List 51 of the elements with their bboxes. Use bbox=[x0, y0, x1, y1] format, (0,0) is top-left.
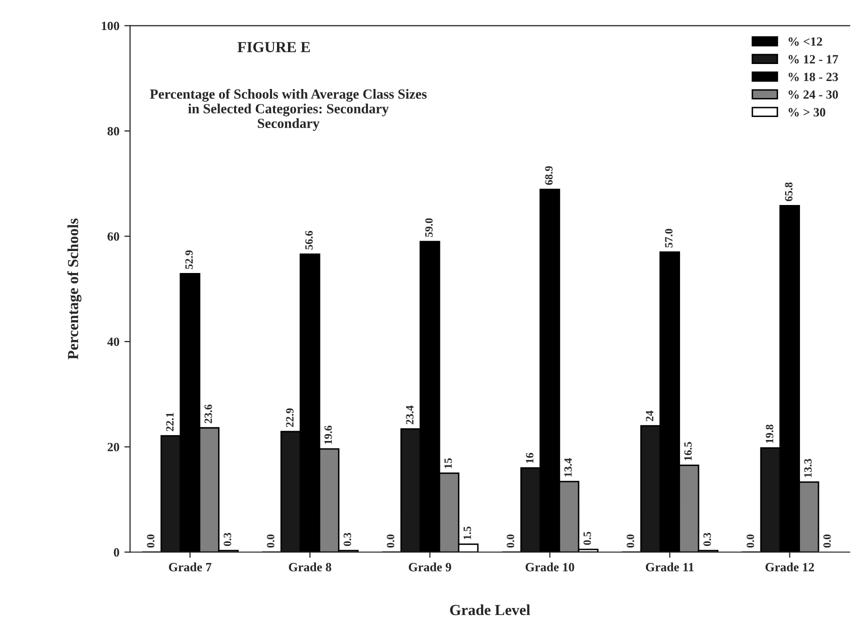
data-label: 0.0 bbox=[746, 534, 754, 548]
data-label: 19.8 bbox=[766, 424, 774, 443]
data-label: 56.6 bbox=[305, 230, 313, 250]
x-tick-label: Grade 9 bbox=[408, 562, 452, 572]
data-label: 23.6 bbox=[204, 404, 212, 424]
text: Percentage of Schools with Average Class Sizes in Selected Categories: Secondary Secondary bbox=[150, 88, 427, 131]
legend-label: % <12 bbox=[788, 37, 822, 46]
data-label: 16.5 bbox=[684, 442, 692, 460]
x-axis-title: Grade Level bbox=[450, 604, 530, 616]
text: FIGURE E bbox=[238, 42, 310, 52]
data-label: 57.0 bbox=[665, 228, 673, 248]
legend-label: % 24 - 30 bbox=[788, 90, 838, 99]
y-tick-label: 20 bbox=[108, 442, 120, 452]
data-label: 0.0 bbox=[266, 534, 274, 548]
data-label: 0.3 bbox=[224, 532, 232, 546]
y-tick-label: 100 bbox=[102, 22, 120, 30]
legend-label: % 18 - 23 bbox=[788, 72, 838, 82]
data-label: 59.0 bbox=[425, 218, 433, 237]
data-label: 0.0 bbox=[823, 534, 831, 548]
x-tick-label: Grade 8 bbox=[288, 562, 332, 572]
data-label: 0.3 bbox=[344, 532, 352, 546]
data-label: 0.0 bbox=[506, 534, 514, 548]
data-label: 0.0 bbox=[386, 534, 394, 548]
data-label: 68.9 bbox=[545, 166, 553, 185]
data-label: 16 bbox=[526, 452, 534, 463]
y-axis-title: Percentage of Schools bbox=[67, 218, 82, 360]
data-label: 1.5 bbox=[464, 526, 472, 540]
data-label: 0.0 bbox=[146, 534, 154, 548]
data-label: 0.0 bbox=[626, 534, 634, 548]
data-label: 22.9 bbox=[286, 408, 294, 427]
legend-label: % 12 - 17 bbox=[788, 55, 838, 64]
data-label: 13.4 bbox=[564, 458, 572, 477]
data-label: 52.9 bbox=[185, 250, 193, 270]
data-label: 0.3 bbox=[703, 532, 711, 546]
x-tick-label: Grade 7 bbox=[168, 562, 212, 572]
y-tick-label: 40 bbox=[107, 338, 120, 346]
data-label: 19.6 bbox=[324, 426, 332, 444]
y-tick-label: 0 bbox=[114, 548, 120, 557]
data-label: 13.3 bbox=[804, 458, 812, 478]
data-label: 65.8 bbox=[784, 182, 793, 202]
data-label: 0.5 bbox=[583, 532, 592, 545]
data-label: 15 bbox=[444, 458, 452, 468]
legend-label: % > 30 bbox=[788, 108, 826, 116]
x-tick-label: Grade 10 bbox=[526, 562, 574, 572]
x-tick-label: Grade 11 bbox=[646, 562, 694, 572]
data-label: 24 bbox=[646, 410, 654, 422]
data-label: 23.4 bbox=[406, 406, 414, 424]
y-tick-label: 80 bbox=[108, 126, 120, 136]
y-tick-label: 60 bbox=[108, 232, 120, 241]
x-tick-label: Grade 12 bbox=[765, 562, 814, 572]
data-label: 22.1 bbox=[166, 412, 174, 432]
